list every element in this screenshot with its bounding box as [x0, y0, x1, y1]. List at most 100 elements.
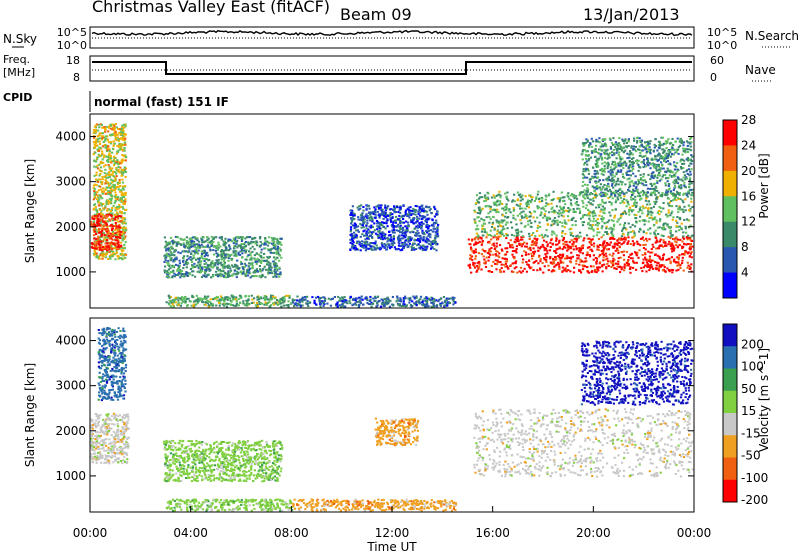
data-cell: [374, 297, 377, 300]
data-cell: [673, 238, 676, 241]
data-cell: [240, 248, 243, 251]
data-cell: [273, 268, 276, 271]
data-cell: [272, 242, 275, 245]
data-cell: [433, 239, 436, 242]
data-cell: [620, 268, 623, 271]
data-cell: [655, 196, 658, 199]
data-cell: [545, 261, 548, 263]
data-cell: [228, 254, 231, 257]
data-cell: [268, 305, 271, 308]
data-cell: [487, 259, 490, 262]
data-cell: [215, 246, 218, 249]
data-cell: [187, 297, 190, 300]
data-cell: [115, 225, 118, 228]
data-cell: [274, 267, 277, 270]
data-cell: [602, 254, 605, 256]
data-cell: [649, 251, 652, 254]
data-cell: [209, 242, 213, 244]
data-cell: [595, 219, 598, 222]
data-cell: [273, 265, 276, 268]
data-cell: [445, 298, 448, 301]
data-cell: [435, 235, 438, 238]
data-cell: [113, 234, 116, 237]
data-cell: [220, 236, 223, 239]
data-cell: [624, 238, 627, 241]
data-cell: [614, 249, 617, 252]
data-cell: [231, 304, 234, 307]
data-cell: [108, 218, 111, 221]
data-cell: [110, 197, 113, 200]
data-cell: [602, 247, 605, 250]
data-cell: [421, 299, 424, 302]
data-cell: [559, 261, 562, 264]
data-cell: [662, 202, 665, 204]
data-cell: [640, 197, 643, 200]
data-cell: [114, 247, 117, 250]
data-cell: [254, 258, 257, 261]
data-cell: [173, 272, 176, 275]
data-cell: [253, 269, 256, 272]
data-cell: [424, 299, 427, 302]
data-cell: [439, 302, 442, 305]
data-cell: [280, 256, 283, 259]
data-cell: [681, 253, 684, 256]
data-cell: [228, 303, 231, 306]
data-cell: [273, 243, 277, 246]
data-cell: [118, 178, 121, 181]
data-cell: [619, 256, 622, 259]
data-cell: [241, 243, 244, 245]
data-cell: [229, 247, 232, 250]
data-cell: [202, 274, 206, 277]
data-cell: [418, 246, 421, 249]
data-cell: [601, 264, 604, 267]
data-cell: [638, 249, 641, 252]
data-cell: [96, 129, 100, 132]
data-cell: [296, 304, 299, 307]
data-cell: [193, 236, 197, 238]
data-cell: [114, 209, 117, 212]
data-cell: [287, 305, 290, 308]
data-cell: [428, 209, 431, 212]
data-cell: [394, 221, 397, 224]
data-cell: [356, 240, 359, 243]
data-cell: [622, 254, 625, 257]
data-cell: [632, 266, 635, 269]
data-cell: [608, 253, 611, 256]
data-cell: [182, 257, 185, 260]
data-cell: [434, 221, 437, 224]
data-cell: [101, 197, 104, 200]
data-cell: [487, 250, 490, 253]
data-cell: [606, 257, 609, 260]
data-cell: [105, 174, 108, 177]
data-cell: [648, 266, 651, 268]
data-cell: [586, 270, 589, 273]
data-cell: [239, 250, 242, 253]
data-cell: [117, 240, 120, 242]
data-cell: [124, 194, 127, 196]
data-cell: [572, 248, 575, 251]
data-cell: [370, 215, 373, 218]
data-cell: [387, 298, 390, 301]
data-cell: [98, 201, 101, 204]
data-cell: [116, 248, 119, 251]
data-cell: [361, 217, 364, 220]
data-cell: [588, 237, 591, 240]
data-cell: [165, 252, 168, 255]
data-cell: [218, 300, 221, 303]
data-cell: [171, 264, 174, 267]
data-cell: [359, 218, 362, 221]
data-cell: [681, 259, 684, 262]
data-cell: [487, 197, 490, 200]
data-cell: [412, 207, 415, 210]
data-cell: [285, 294, 288, 297]
data-cell: [104, 205, 107, 208]
data-cell: [121, 181, 125, 184]
data-cell: [118, 232, 121, 235]
data-cell: [491, 209, 494, 211]
data-cell: [590, 239, 593, 241]
data-cell: [120, 215, 123, 218]
data-cell: [434, 227, 437, 230]
data-cell: [682, 269, 685, 272]
data-cell: [185, 298, 189, 300]
data-cell: [485, 236, 488, 239]
